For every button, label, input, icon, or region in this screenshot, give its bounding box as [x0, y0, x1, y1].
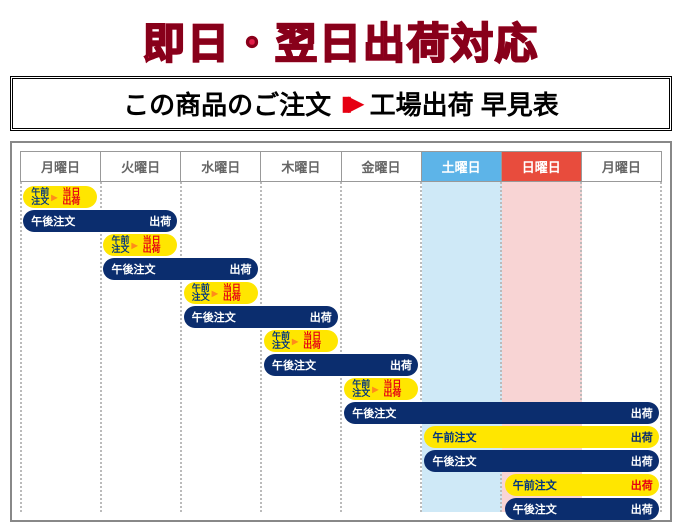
sameday-ship-label: 当日出荷	[62, 188, 80, 206]
pm-order-label: 午後注文	[111, 261, 155, 277]
schedule-bar: 午後注文 出荷	[264, 354, 418, 376]
triangle-icon: ▶	[292, 337, 298, 346]
am-order-label: 午前注文	[513, 477, 557, 493]
am-order-label: 午前注文	[111, 236, 129, 254]
subtitle-right: 工場出荷 早見表	[370, 85, 559, 122]
am-order-label: 午前注文	[192, 284, 210, 302]
sameday-ship-label: 当日出荷	[223, 284, 241, 302]
day-header: 土曜日	[422, 151, 502, 182]
am-order-label: 午前注文	[352, 380, 370, 398]
am-order-label: 午前注文	[31, 188, 49, 206]
day-header: 火曜日	[101, 151, 181, 182]
schedule-bar: 午前注文▶ 当日出荷	[103, 234, 177, 256]
schedule-bar: 午前注文▶ 当日出荷	[184, 282, 258, 304]
schedule-bar: 午後注文 出荷	[505, 498, 659, 520]
day-header: 金曜日	[342, 151, 422, 182]
day-header: 月曜日	[582, 151, 662, 182]
sameday-ship-label: 当日出荷	[143, 236, 161, 254]
main-title: 即日・翌日出荷対応	[0, 0, 682, 76]
subtitle-left: この商品のご注文	[123, 85, 331, 122]
arrow-icon: ▮▶	[341, 91, 359, 116]
schedule-bar: 午前注文▶ 当日出荷	[264, 330, 338, 352]
ship-label: 出荷	[631, 453, 653, 469]
schedule-bar: 午後注文 出荷	[344, 402, 659, 424]
day-header: 月曜日	[20, 151, 101, 182]
triangle-icon: ▶	[51, 193, 57, 202]
ship-label: 出荷	[631, 501, 653, 517]
schedule-bar: 午後注文 出荷	[103, 258, 257, 280]
schedule-bar: 午前注文 出荷	[505, 474, 659, 496]
day-headers: 月曜日火曜日水曜日木曜日金曜日土曜日日曜日月曜日	[20, 151, 662, 182]
ship-label: 出荷	[149, 213, 171, 229]
sameday-ship-label: 当日出荷	[383, 380, 401, 398]
triangle-icon: ▶	[372, 385, 378, 394]
schedule-chart: 月曜日火曜日水曜日木曜日金曜日土曜日日曜日月曜日 午前注文▶当日出荷午後注文出荷…	[10, 141, 672, 522]
ship-label: 出荷	[631, 477, 653, 493]
pm-order-label: 午後注文	[513, 501, 557, 517]
schedule-bar: 午前注文▶ 当日出荷	[23, 186, 97, 208]
ship-label: 出荷	[631, 429, 653, 445]
pm-order-label: 午後注文	[31, 213, 75, 229]
day-header: 日曜日	[502, 151, 582, 182]
schedule-bar: 午前注文 出荷	[424, 426, 658, 448]
chart-body: 午前注文▶当日出荷午後注文出荷午前注文▶当日出荷午後注文出荷午前注文▶当日出荷午…	[20, 182, 662, 512]
triangle-icon: ▶	[212, 289, 218, 298]
am-order-label: 午前注文	[432, 429, 476, 445]
pm-order-label: 午後注文	[272, 357, 316, 373]
subtitle-bar: この商品のご注文 ▮▶ 工場出荷 早見表	[10, 76, 672, 131]
ship-label: 出荷	[230, 261, 252, 277]
pm-order-label: 午後注文	[352, 405, 396, 421]
sameday-ship-label: 当日出荷	[303, 332, 321, 350]
day-header: 水曜日	[181, 151, 261, 182]
triangle-icon: ▶	[131, 241, 137, 250]
ship-label: 出荷	[390, 357, 412, 373]
schedule-bar: 午後注文 出荷	[23, 210, 177, 232]
am-order-label: 午前注文	[272, 332, 290, 350]
day-header: 木曜日	[261, 151, 341, 182]
pm-order-label: 午後注文	[192, 309, 236, 325]
ship-label: 出荷	[631, 405, 653, 421]
schedule-bar: 午前注文▶ 当日出荷	[344, 378, 418, 400]
pm-order-label: 午後注文	[432, 453, 476, 469]
schedule-bar: 午後注文 出荷	[424, 450, 658, 472]
schedule-bar: 午後注文 出荷	[184, 306, 338, 328]
ship-label: 出荷	[310, 309, 332, 325]
